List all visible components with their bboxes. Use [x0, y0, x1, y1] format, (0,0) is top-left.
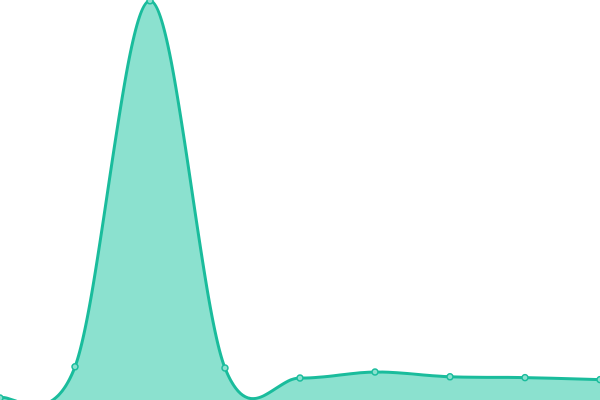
data-point	[0, 394, 4, 400]
data-point	[446, 373, 454, 381]
data-point	[71, 363, 79, 371]
data-point	[221, 364, 229, 372]
data-point	[371, 368, 379, 376]
data-point	[521, 373, 529, 382]
data-point	[296, 374, 304, 382]
data-point	[596, 375, 600, 384]
data-point	[146, 0, 154, 5]
